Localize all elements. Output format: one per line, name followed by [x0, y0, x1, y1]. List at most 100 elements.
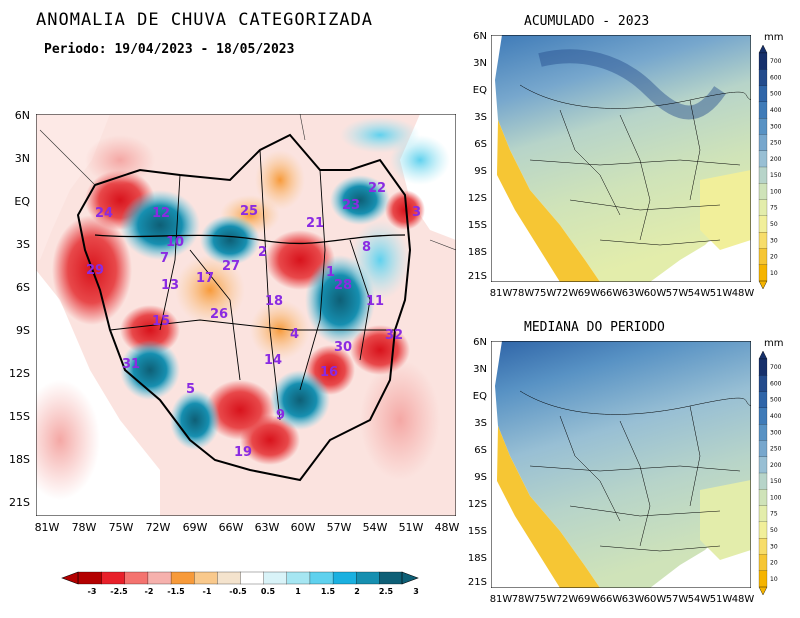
colorbar-label: 200 — [770, 462, 782, 469]
svg-text:63W: 63W — [622, 594, 645, 605]
colorbar-label: 200 — [770, 156, 782, 163]
colorbar-segment — [758, 150, 768, 168]
colorbar-segment — [309, 571, 334, 585]
svg-text:66W: 66W — [600, 288, 623, 299]
svg-text:69W: 69W — [578, 594, 601, 605]
lon-63w: 63W — [255, 521, 280, 534]
colorbar-label: 500 — [770, 397, 782, 404]
colorbar-label: 75 — [770, 511, 778, 518]
colorbar-segment — [758, 358, 768, 376]
svg-text:9S: 9S — [474, 166, 487, 177]
colorbar-segment — [355, 571, 380, 585]
basin-label-27: 27 — [222, 259, 240, 274]
colorbar-segment — [758, 264, 768, 282]
colorbar-segment — [758, 424, 768, 441]
basin-label-30: 30 — [334, 340, 352, 355]
cb-label-m2: -2 — [145, 587, 154, 596]
precip-colorbar-top: 700 600 500 400 300 250 200 150 100 75 50 30 20 10 — [758, 44, 782, 290]
svg-text:81W: 81W — [490, 288, 513, 299]
basin-label-16: 16 — [320, 365, 338, 380]
colorbar-label: 600 — [770, 380, 782, 387]
basin-label-13: 13 — [161, 278, 179, 293]
colorbar-top-arrow — [758, 350, 768, 360]
svg-text:72W: 72W — [556, 288, 579, 299]
svg-text:48W: 48W — [732, 288, 755, 299]
colorbar-segment — [193, 571, 218, 585]
lon-51w: 51W — [399, 521, 424, 534]
colorbar-segment — [216, 571, 241, 585]
lat-6s: 6S — [16, 281, 30, 294]
svg-text:21S: 21S — [468, 271, 487, 282]
basin-label-26: 26 — [210, 307, 228, 322]
colorbar-segment — [758, 489, 768, 506]
colorbar-label: 30 — [770, 237, 778, 244]
svg-text:81W: 81W — [490, 594, 513, 605]
colorbar-label: 150 — [770, 478, 782, 485]
accumulated-title: ACUMULADO - 2023 — [524, 14, 650, 29]
svg-text:75W: 75W — [534, 594, 557, 605]
anomaly-colorbar: -3 -2.5 -2 -1.5 -1 -0.5 0.5 1 1.5 2 2.5 … — [61, 571, 419, 596]
colorbar-label: 500 — [770, 91, 782, 98]
svg-text:48W: 48W — [732, 594, 755, 605]
colorbar-label: 50 — [770, 527, 778, 534]
cb-label-15: 1.5 — [321, 587, 336, 596]
basin-labels: 24 12 25 10 21 23 22 3 2 7 1 8 29 17 27 … — [86, 181, 421, 460]
svg-text:EQ: EQ — [473, 85, 487, 96]
basin-label-17: 17 — [196, 271, 214, 286]
svg-text:51W: 51W — [710, 288, 733, 299]
colorbar-segment — [758, 85, 768, 103]
colorbar-segment — [758, 134, 768, 152]
lat-18s: 18S — [9, 453, 30, 466]
svg-text:6S: 6S — [474, 139, 487, 150]
lon-48w: 48W — [435, 521, 460, 534]
basin-label-4: 4 — [290, 327, 299, 342]
lat-3n: 3N — [15, 152, 30, 165]
svg-text:75W: 75W — [534, 288, 557, 299]
lon-69w: 69W — [183, 521, 208, 534]
lat-21s: 21S — [9, 496, 30, 509]
colorbar-segment — [758, 456, 768, 474]
svg-text:3S: 3S — [474, 418, 487, 429]
colorbar-label: 250 — [770, 446, 782, 453]
cb-label-m05: -0.5 — [229, 587, 247, 596]
colorbar-label: 20 — [770, 560, 778, 567]
svg-text:9S: 9S — [474, 472, 487, 483]
svg-text:3N: 3N — [473, 364, 487, 375]
lat-12s: 12S — [9, 367, 30, 380]
colorbar-segment — [758, 391, 768, 409]
colorbar-segment — [758, 375, 768, 392]
colorbar-segment — [147, 571, 172, 585]
colorbar-label: 700 — [770, 364, 782, 371]
svg-text:12S: 12S — [468, 193, 487, 204]
main-title: ANOMALIA DE CHUVA CATEGORIZADA — [36, 10, 374, 30]
lon-78w: 78W — [72, 521, 97, 534]
lon-54w: 54W — [363, 521, 388, 534]
colorbar-segment — [758, 101, 768, 119]
svg-text:60W: 60W — [644, 288, 667, 299]
svg-text:78W: 78W — [512, 594, 535, 605]
colorbar-segment — [100, 571, 125, 585]
basin-label-28: 28 — [334, 278, 352, 293]
colorbar-label: 10 — [770, 576, 778, 583]
basin-label-11: 11 — [366, 294, 384, 309]
colorbar-label: 600 — [770, 74, 782, 81]
cb-label-m15: -1.5 — [167, 587, 185, 596]
basin-label-2: 2 — [258, 245, 267, 260]
basin-label-15: 15 — [152, 314, 170, 329]
svg-text:3N: 3N — [473, 58, 487, 69]
cb-label-2: 2 — [354, 587, 360, 596]
colorbar-segment — [378, 571, 403, 585]
svg-text:12S: 12S — [468, 499, 487, 510]
colorbar-label: 300 — [770, 429, 782, 436]
colorbar-segment — [758, 472, 768, 490]
unit-label-bottom: mm — [764, 338, 783, 349]
colorbar-label: 700 — [770, 58, 782, 65]
cb-label-05: 0.5 — [261, 587, 276, 596]
colorbar-label: 150 — [770, 172, 782, 179]
svg-text:69W: 69W — [578, 288, 601, 299]
colorbar-segment — [758, 407, 768, 425]
svg-text:51W: 51W — [710, 594, 733, 605]
colorbar-segment — [286, 571, 311, 585]
basin-label-12: 12 — [152, 206, 170, 221]
main-lat-axis: 6N 3N EQ 3S 6S 9S 12S 15S 18S 21S — [9, 109, 30, 509]
